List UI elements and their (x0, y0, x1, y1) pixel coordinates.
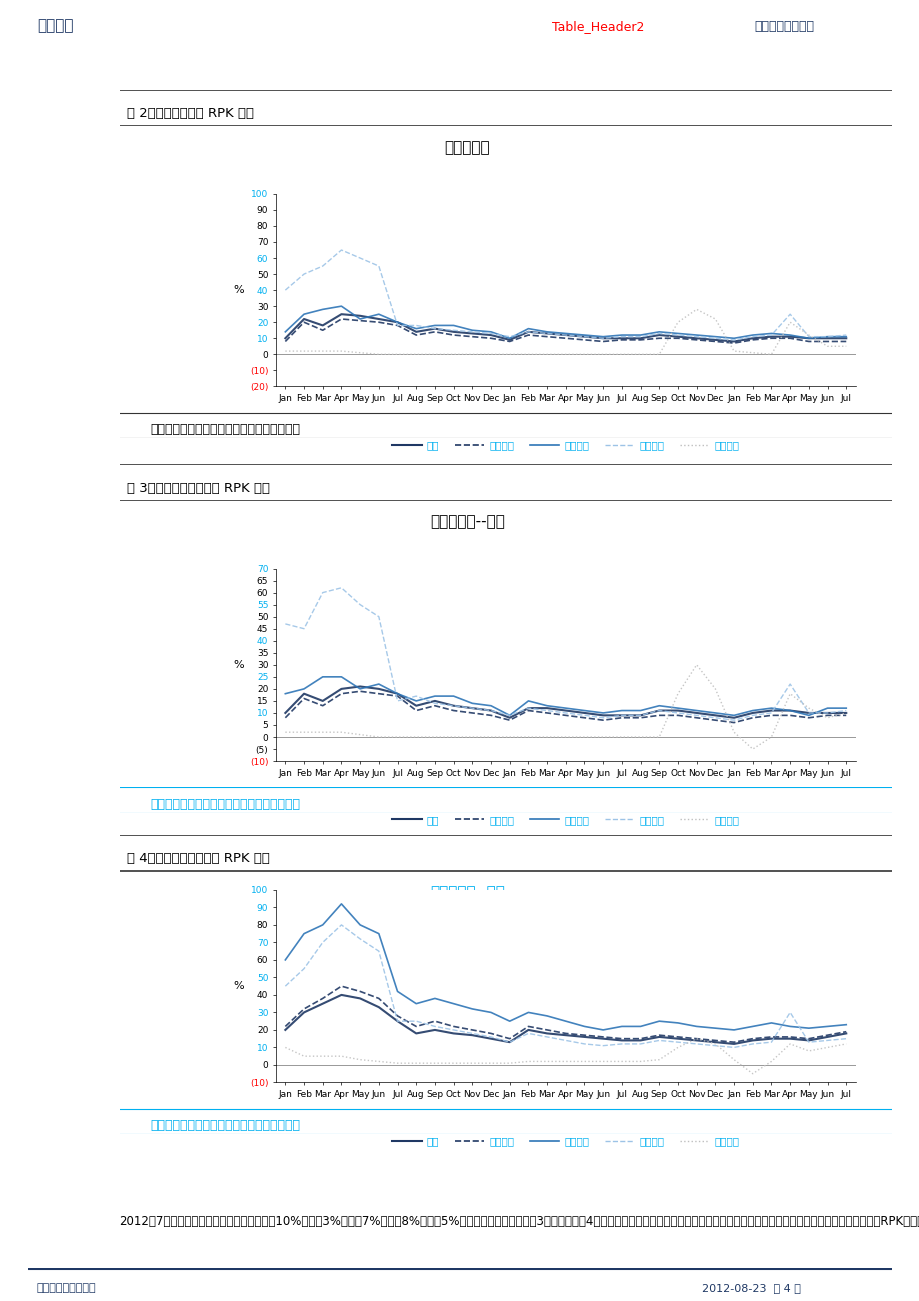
Text: 数据来源：上市公司、广发证券发展研究中心: 数据来源：上市公司、广发证券发展研究中心 (151, 423, 301, 436)
Text: 数据来源：上市公司、广发证券发展研究中心: 数据来源：上市公司、广发证券发展研究中心 (151, 798, 301, 811)
Text: 数据来源：上市公司、广发证券发展研究中心: 数据来源：上市公司、广发证券发展研究中心 (151, 1119, 301, 1132)
Text: 广发证券: 广发证券 (37, 18, 74, 34)
Legend: 行业, 中国国袈, 南方航空, 东方航空, 海南航空: 行业, 中国国袈, 南方航空, 东方航空, 海南航空 (388, 1132, 743, 1150)
Text: 2012-08-23  第 4 页: 2012-08-23 第 4 页 (701, 1284, 800, 1293)
Text: 2012年7月，旅客运输量同比增长分别为行业10%、国衳3%、南衳7%、东衳8%、海衳5%，进入旺季，国袈结束了3月份以来连续4个月的负增长，南袈、东袈、海袈增: 2012年7月，旅客运输量同比增长分别为行业10%、国衳3%、南衳7%、东衳8%… (119, 1200, 919, 1228)
Text: 行业跟踪分析报告: 行业跟踪分析报告 (754, 20, 813, 33)
Text: 收费客公里: 收费客公里 (444, 139, 490, 155)
Y-axis label: %: % (233, 981, 244, 991)
Text: 图 2：航空公司整体 RPK 增速: 图 2：航空公司整体 RPK 增速 (127, 107, 254, 120)
Y-axis label: %: % (233, 285, 244, 295)
Text: Table_Header2: Table_Header2 (551, 20, 643, 33)
Text: 图 4：航空公司国际航线 RPK 增速: 图 4：航空公司国际航线 RPK 增速 (127, 852, 270, 865)
Text: 图 3：航空公司国内航线 RPK 增速: 图 3：航空公司国内航线 RPK 增速 (127, 481, 270, 494)
Legend: 行业, 中国国袈, 南方航空, 东方航空, 海南航空: 行业, 中国国袈, 南方航空, 东方航空, 海南航空 (388, 811, 743, 829)
Legend: 行业, 中国国袈, 南方航空, 东方航空, 海南航空: 行业, 中国国袈, 南方航空, 东方航空, 海南航空 (388, 436, 743, 454)
Text: 收费客公里--国内: 收费客公里--国内 (429, 514, 505, 530)
Text: 识别风险，发现价値: 识别风险，发现价値 (36, 1284, 96, 1293)
Text: 收费客公里--国际: 收费客公里--国际 (429, 885, 505, 900)
Y-axis label: %: % (233, 660, 244, 670)
